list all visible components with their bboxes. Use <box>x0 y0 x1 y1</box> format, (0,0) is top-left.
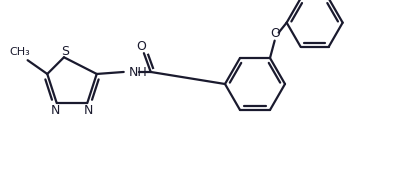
Text: N: N <box>84 104 93 116</box>
Text: CH₃: CH₃ <box>9 47 30 57</box>
Text: S: S <box>61 45 69 58</box>
Text: N: N <box>51 104 60 116</box>
Text: O: O <box>271 27 280 40</box>
Text: NH: NH <box>129 66 148 80</box>
Text: O: O <box>136 40 146 53</box>
